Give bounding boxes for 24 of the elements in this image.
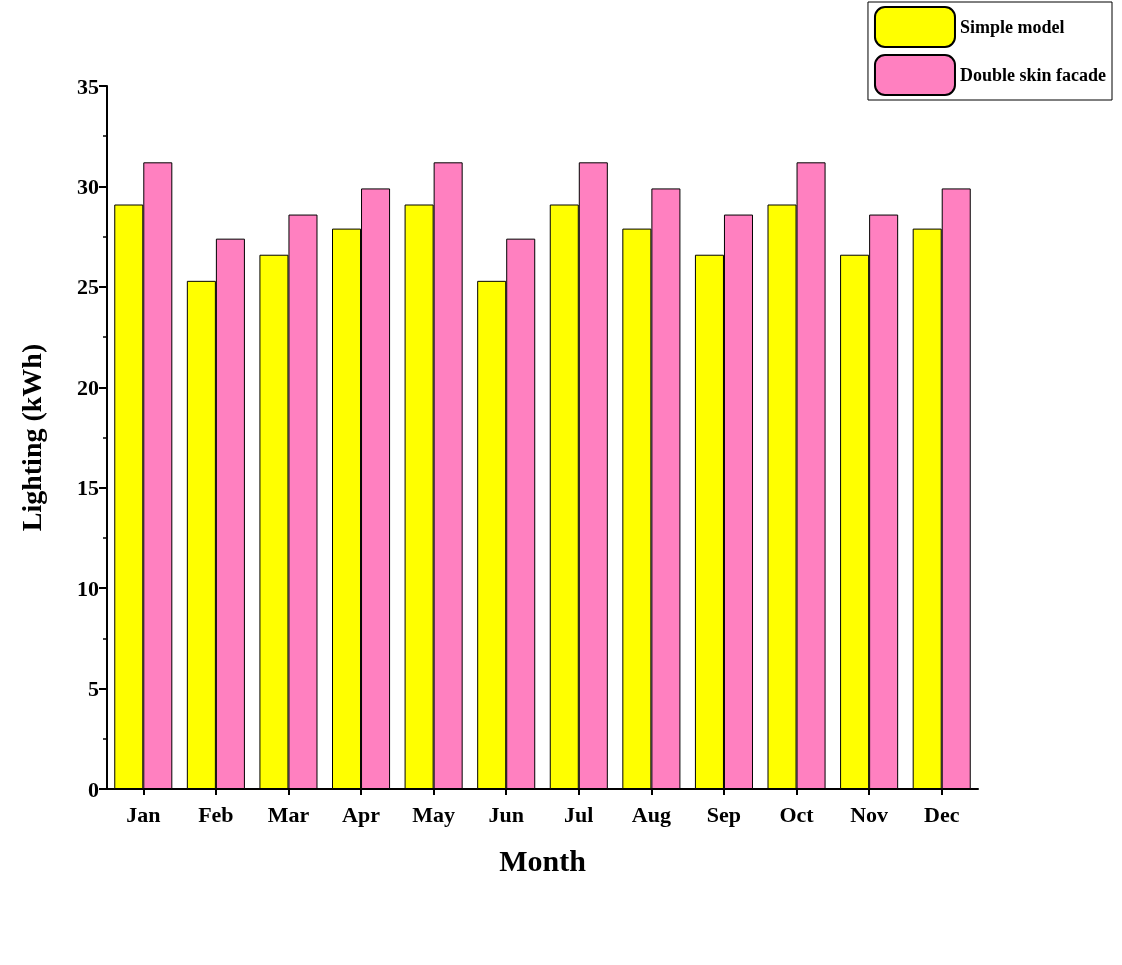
legend-label: Double skin facade	[959, 65, 1107, 85]
x-tick-label: Nov	[850, 801, 889, 827]
legend-label: Simple model	[959, 17, 1065, 37]
y-tick-label: 10	[77, 575, 99, 601]
y-tick-label: 15	[77, 475, 99, 501]
y-tick-label: 0	[88, 776, 99, 802]
x-tick-label: Jan	[126, 801, 161, 827]
y-tick-label: 5	[88, 676, 99, 702]
x-tick-label: Mar	[267, 801, 310, 827]
x-tick-label: Jun	[488, 801, 524, 827]
y-axis-title: Lighting (kWh)	[15, 343, 47, 532]
x-tick-label: Oct	[779, 801, 815, 827]
x-tick-label: Feb	[198, 801, 234, 827]
y-tick-label: 35	[77, 73, 99, 99]
y-tick-label: 30	[77, 173, 99, 199]
x-tick-label: May	[412, 801, 456, 827]
x-tick-label: Sep	[706, 801, 742, 827]
y-tick-label: 25	[77, 274, 99, 300]
y-tick-label: 20	[77, 374, 99, 400]
x-tick-label: Dec	[924, 801, 960, 827]
x-axis-title: Month	[499, 843, 587, 877]
x-tick-label: Aug	[631, 801, 671, 827]
x-tick-label: Apr	[342, 801, 381, 827]
x-tick-label: Jul	[564, 801, 594, 827]
